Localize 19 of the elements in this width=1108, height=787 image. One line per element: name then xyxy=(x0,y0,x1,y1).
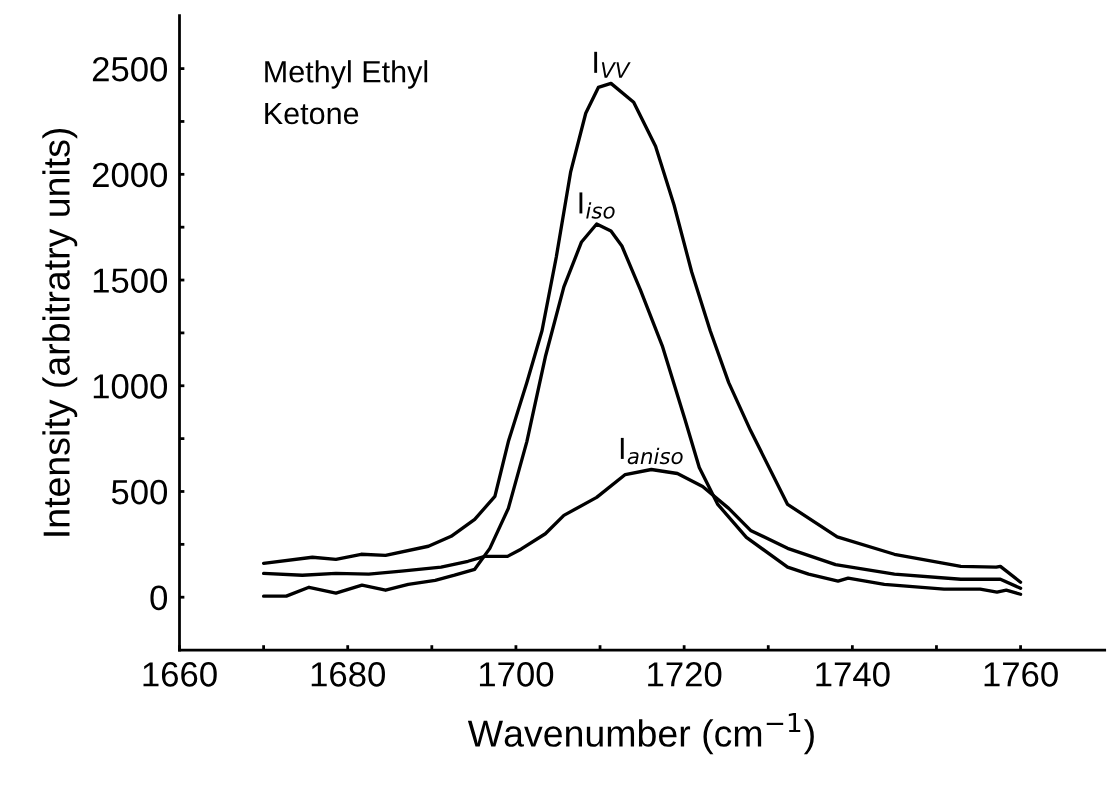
x-tick-label: 1660 xyxy=(143,662,217,687)
series-label: I$_{VV}$ xyxy=(594,51,631,78)
y-axis-title: Intensity (arbitratry units) xyxy=(42,128,78,536)
x-tick-label: 1680 xyxy=(311,662,385,687)
x-tick-label: 1760 xyxy=(984,662,1058,687)
x-tick-label: 1740 xyxy=(816,662,890,687)
series-label: I$_{aniso}$ xyxy=(620,437,683,465)
x-tick-label: 1700 xyxy=(479,662,554,687)
x-axis-title: Wavenumber (cm$^{−1}$) xyxy=(467,712,814,755)
y-tick-label: 1500 xyxy=(93,268,168,293)
y-tick-label: 0 xyxy=(150,585,168,611)
y-tick-label: 1000 xyxy=(93,374,168,399)
y-tick-label: 2500 xyxy=(92,56,168,82)
y-tick-label: 2000 xyxy=(92,162,168,188)
series-label: I$_{iso}$ xyxy=(579,192,615,219)
x-tick-label: 1720 xyxy=(648,662,722,687)
y-tick-label: 500 xyxy=(111,479,168,505)
line-series xyxy=(261,222,1023,598)
annotation: Methyl Ethyl Ketone xyxy=(265,60,428,125)
